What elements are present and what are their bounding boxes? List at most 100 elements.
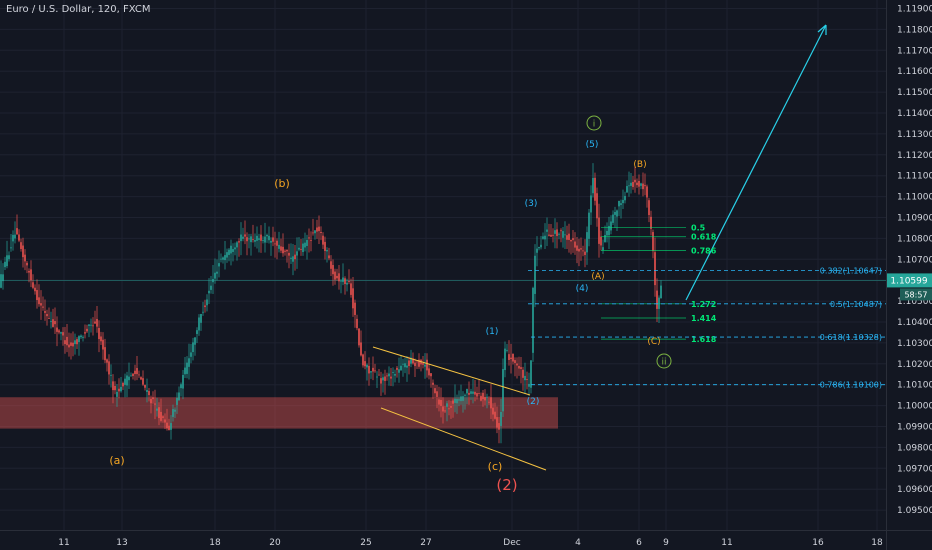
- candle-body: [650, 216, 652, 229]
- candle-body: [392, 372, 394, 374]
- candle-body: [478, 393, 480, 394]
- candle-body: [42, 306, 44, 308]
- candle-body: [370, 371, 372, 373]
- candle-body: [388, 373, 390, 377]
- x-tick-label: 9: [663, 538, 669, 548]
- candle-body: [64, 340, 66, 345]
- y-tick-label: 1.11400: [897, 109, 932, 119]
- candle-body: [354, 302, 356, 315]
- wave-label: (2): [527, 397, 540, 407]
- candle-body: [298, 247, 300, 250]
- candle-body: [312, 232, 314, 234]
- y-tick-label: 1.11300: [897, 130, 932, 140]
- wave-label: (2): [496, 476, 517, 494]
- candle-body: [596, 193, 598, 219]
- candle-body: [248, 238, 250, 240]
- candle-body: [408, 360, 410, 367]
- candle-body: [410, 357, 412, 364]
- candle-body: [168, 425, 170, 431]
- wave-label: (b): [274, 177, 290, 190]
- candle-body: [592, 177, 594, 194]
- candle-body: [256, 235, 258, 241]
- candle-body: [326, 249, 328, 252]
- candle-body: [494, 411, 496, 419]
- candle-body: [68, 344, 70, 348]
- candle-body: [94, 321, 96, 324]
- y-tick-label: 1.10400: [897, 318, 932, 328]
- candle-body: [472, 391, 474, 394]
- candle-body: [262, 240, 264, 241]
- candle-body: [360, 342, 362, 356]
- candle-body: [286, 249, 288, 252]
- candle-body: [194, 337, 196, 345]
- candle-body: [274, 243, 276, 245]
- x-tick-label: 18: [209, 538, 221, 548]
- candle-body: [300, 248, 302, 250]
- candle-body: [362, 354, 364, 366]
- fib-retracement-label: 0.382(1.10647): [820, 266, 882, 275]
- candle-body: [446, 403, 448, 407]
- grid: [0, 0, 886, 530]
- candle-body: [294, 254, 296, 260]
- candle-body: [464, 394, 466, 396]
- candle-body: [628, 185, 630, 187]
- candle-body: [442, 406, 444, 412]
- candle-body: [2, 274, 4, 282]
- candle-body: [424, 364, 426, 367]
- candle-body: [602, 247, 604, 251]
- current-price-badge: [887, 273, 932, 288]
- y-tick-label: 1.09500: [897, 506, 932, 516]
- candle-body: [404, 363, 406, 368]
- candle-body: [538, 247, 540, 249]
- candle-body: [288, 252, 290, 256]
- candle-body: [84, 332, 86, 334]
- candle-body: [188, 358, 190, 367]
- candle-body: [506, 349, 508, 351]
- candle-body: [8, 255, 10, 260]
- candle-body: [498, 423, 500, 430]
- candle-body: [150, 398, 152, 404]
- candle-body: [648, 200, 650, 215]
- candle-body: [40, 303, 42, 306]
- candle-body: [660, 285, 662, 299]
- candle-body: [532, 287, 534, 353]
- candle-body: [250, 236, 252, 243]
- candle-body: [324, 241, 326, 251]
- candle-body: [534, 255, 536, 294]
- candle-body: [206, 299, 208, 306]
- candle-body: [148, 391, 150, 396]
- y-tick-label: 1.10300: [897, 339, 932, 349]
- candle-body: [500, 411, 502, 426]
- candle-body: [618, 200, 620, 207]
- candle-body: [546, 229, 548, 232]
- candle-body: [92, 325, 94, 327]
- candle-body: [520, 367, 522, 369]
- candle-body: [638, 180, 640, 187]
- candle-body: [440, 399, 442, 406]
- x-tick-label: 6: [636, 538, 642, 548]
- candle-body: [222, 257, 224, 260]
- candle-body: [398, 369, 400, 373]
- candle-body: [228, 249, 230, 255]
- circled-label-ring: [656, 353, 672, 369]
- candle-body: [344, 278, 346, 285]
- x-tick-label: 4: [575, 538, 581, 548]
- candle-body: [508, 354, 510, 360]
- candle-body: [616, 210, 618, 217]
- candle-body: [140, 377, 142, 380]
- candle-body: [378, 374, 380, 376]
- candle-body: [652, 232, 654, 252]
- candle-body: [204, 305, 206, 308]
- fib-extension-label: 0.5: [691, 223, 706, 232]
- candle-body: [474, 391, 476, 395]
- candle-body: [328, 255, 330, 259]
- candle-body: [562, 231, 564, 238]
- candle-body: [394, 374, 396, 376]
- candle-body: [32, 282, 34, 288]
- candle-body: [416, 361, 418, 363]
- candle-body: [492, 407, 494, 415]
- candle-body: [236, 242, 238, 248]
